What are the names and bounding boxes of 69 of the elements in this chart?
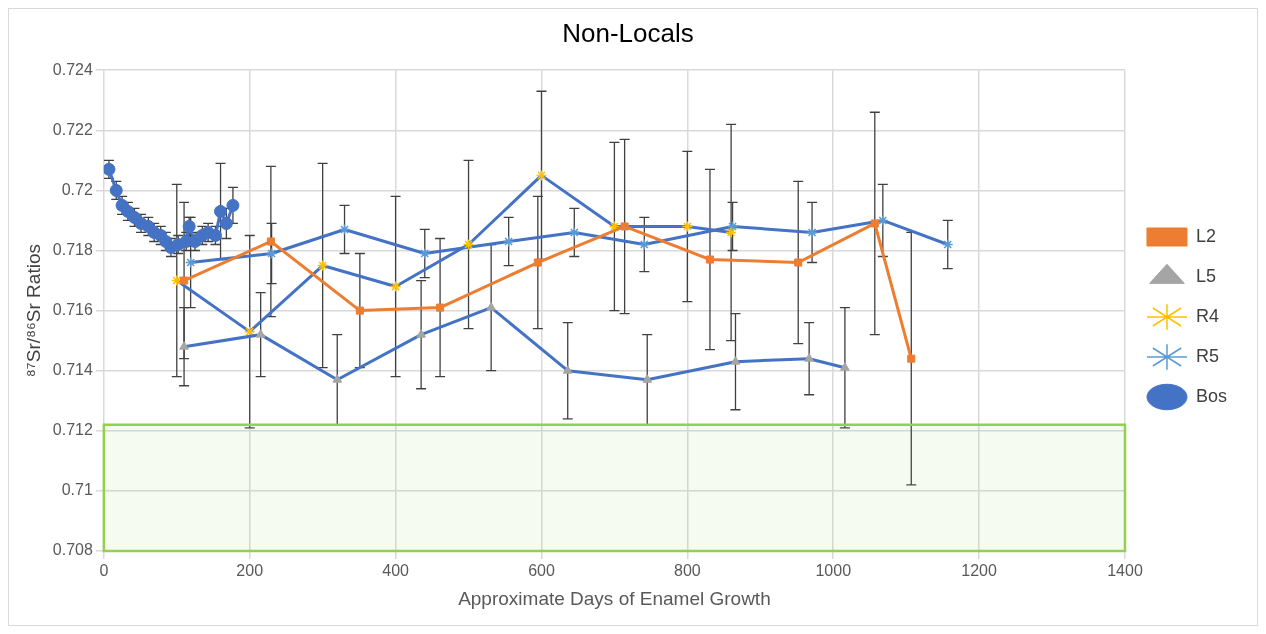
y-tick-label: 0.714	[52, 361, 93, 379]
point	[109, 183, 123, 197]
chart-title: Non-Locals	[562, 17, 694, 48]
x-tick-label: 1200	[961, 562, 997, 580]
point	[316, 259, 329, 272]
y-tick-label: 0.71	[61, 481, 93, 499]
point	[726, 220, 739, 233]
y-tick-label: 0.72	[61, 180, 93, 198]
point	[681, 220, 694, 233]
point	[806, 226, 818, 239]
point	[214, 204, 228, 218]
legend-label: Bos	[1195, 385, 1228, 406]
point	[419, 247, 431, 260]
point	[179, 341, 189, 350]
legend-label: R4	[1195, 305, 1219, 326]
y-tick-label: 0.722	[52, 120, 93, 138]
point	[568, 226, 581, 239]
x-tick-label: 800	[674, 562, 701, 580]
point	[266, 237, 275, 246]
point	[182, 219, 196, 233]
point	[725, 226, 737, 239]
point	[416, 329, 426, 338]
point	[870, 219, 879, 228]
point	[533, 258, 542, 267]
y-tick-label: 0.724	[52, 60, 93, 78]
y-tick-label: 0.708	[52, 541, 93, 559]
x-tick-label: 0	[99, 562, 109, 580]
point	[794, 258, 803, 267]
point	[208, 228, 222, 242]
point	[840, 362, 850, 371]
point	[226, 198, 240, 212]
y-axis-title: ⁸⁷Sr/⁸⁶Sr Ratios	[22, 244, 44, 378]
point	[355, 306, 364, 315]
point	[332, 374, 343, 383]
point	[562, 365, 573, 374]
point	[502, 235, 515, 248]
point	[486, 302, 496, 311]
point	[877, 214, 889, 227]
point	[219, 216, 233, 230]
point	[907, 354, 916, 363]
point	[804, 353, 814, 362]
point	[642, 374, 653, 383]
y-tick-label: 0.718	[52, 240, 93, 258]
point	[103, 162, 116, 176]
point	[941, 238, 954, 251]
point	[338, 223, 351, 236]
point	[462, 238, 475, 251]
point	[265, 247, 278, 260]
legend-label: L2	[1195, 225, 1217, 246]
y-tick-label: 0.716	[52, 301, 93, 319]
point	[638, 238, 651, 251]
x-tick-label: 400	[382, 562, 410, 580]
x-tick-label: 600	[528, 562, 555, 580]
x-tick-label: 1000	[815, 562, 852, 580]
x-tick-label: 200	[236, 562, 264, 580]
point	[620, 222, 629, 231]
x-tick-label: 1400	[1107, 562, 1143, 580]
legend-label: L5	[1195, 265, 1217, 286]
point	[436, 303, 445, 312]
point	[705, 255, 714, 264]
point	[255, 329, 266, 338]
y-tick-label: 0.712	[52, 421, 93, 439]
point	[184, 256, 197, 269]
point	[535, 169, 548, 182]
legend-label: R5	[1195, 345, 1219, 366]
point	[730, 356, 741, 365]
point	[389, 280, 402, 293]
point	[180, 276, 189, 285]
x-axis-title: Approximate Days of Enamel Growth	[458, 587, 771, 609]
